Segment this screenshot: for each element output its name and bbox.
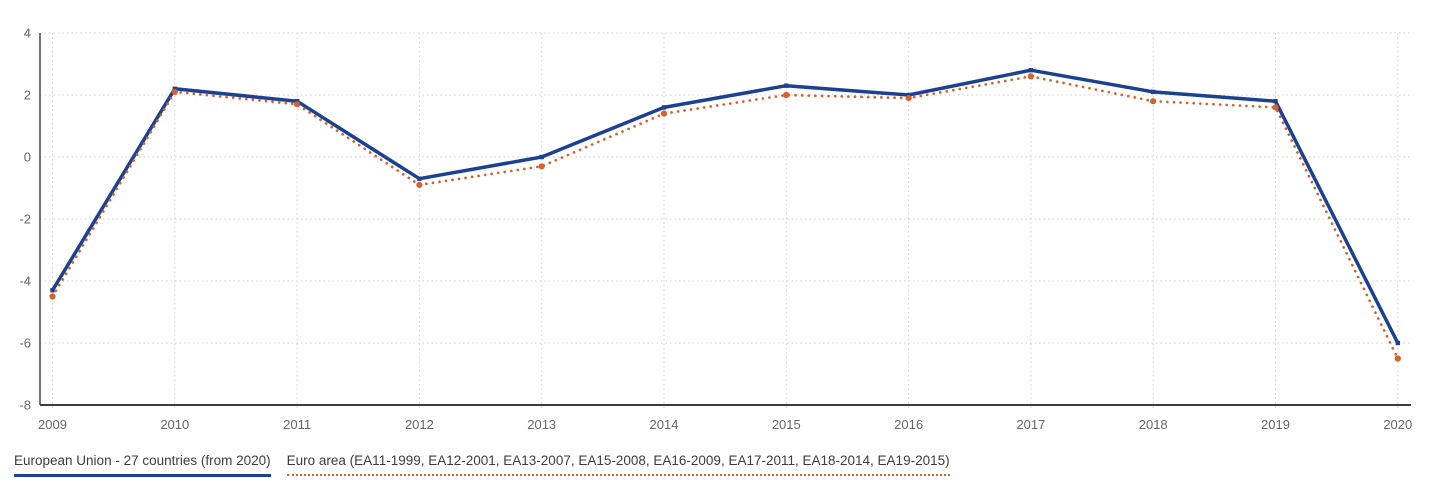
legend-label: Euro area (EA11-1999, EA12-2001, EA13-20… xyxy=(286,453,950,476)
data-point-marker xyxy=(417,176,422,181)
x-tick-label: 2017 xyxy=(1016,417,1045,432)
y-tick-label: -6 xyxy=(19,336,31,351)
data-point-marker xyxy=(1027,73,1034,80)
axes xyxy=(39,33,1411,406)
data-point-marker xyxy=(661,105,667,110)
legend-label: European Union - 27 countries (from 2020… xyxy=(14,453,271,477)
data-point-marker xyxy=(294,99,300,104)
y-tick-label: -8 xyxy=(19,398,31,413)
x-tick-label: 2010 xyxy=(160,417,189,432)
y-tick-label: 0 xyxy=(24,150,31,165)
series-eu27-line xyxy=(50,68,1400,346)
data-point-marker xyxy=(538,163,545,170)
data-point-marker xyxy=(1395,340,1400,346)
data-point-marker xyxy=(1394,355,1401,362)
grid-lines xyxy=(40,32,1411,411)
data-point-marker xyxy=(1272,104,1279,111)
data-point-marker xyxy=(294,101,301,108)
legend-item-eu27[interactable]: European Union - 27 countries (from 2020… xyxy=(14,452,271,477)
line-chart-canvas: 4 2 0 -2 -4 -6 -8 2009 2010 2011 2012 2013 2014 2015 2… xyxy=(19,26,1412,433)
x-tick-label: 2009 xyxy=(38,417,67,432)
data-point-marker xyxy=(1150,98,1157,105)
data-point-marker xyxy=(49,293,56,300)
y-tick-label: -4 xyxy=(19,274,31,289)
x-tick-label: 2015 xyxy=(772,417,801,432)
series-euro-area-line xyxy=(49,73,1401,362)
data-point-marker xyxy=(539,154,544,160)
data-point-marker xyxy=(783,91,790,99)
data-point-marker xyxy=(1028,68,1034,73)
y-tick-label: 4 xyxy=(24,26,31,41)
x-tick-label: 2020 xyxy=(1383,417,1412,432)
data-point-marker xyxy=(906,92,911,98)
axis-tick-labels: 4 2 0 -2 -4 -6 -8 2009 2010 2011 2012 2013 2014 2015 2… xyxy=(19,26,1412,433)
data-point-marker xyxy=(1151,89,1156,95)
x-tick-label: 2019 xyxy=(1261,417,1290,432)
data-point-marker xyxy=(50,288,55,293)
x-tick-label: 2013 xyxy=(527,417,556,432)
x-tick-label: 2012 xyxy=(405,417,434,432)
chart-legend: European Union - 27 countries (from 2020… xyxy=(14,452,950,477)
x-tick-label: 2018 xyxy=(1139,417,1168,432)
data-point-marker xyxy=(660,110,668,117)
data-point-marker xyxy=(1273,99,1278,104)
data-point-marker xyxy=(171,88,178,95)
x-tick-label: 2014 xyxy=(650,417,679,432)
y-tick-label: -2 xyxy=(19,212,31,227)
y-tick-label: 2 xyxy=(24,88,31,103)
x-tick-label: 2011 xyxy=(283,417,311,432)
data-point-marker xyxy=(416,181,423,188)
x-tick-label: 2016 xyxy=(894,417,923,432)
data-point-marker xyxy=(905,95,912,102)
data-point-marker xyxy=(784,83,789,88)
legend-item-euro-area[interactable]: Euro area (EA11-1999, EA12-2001, EA13-20… xyxy=(286,452,950,476)
